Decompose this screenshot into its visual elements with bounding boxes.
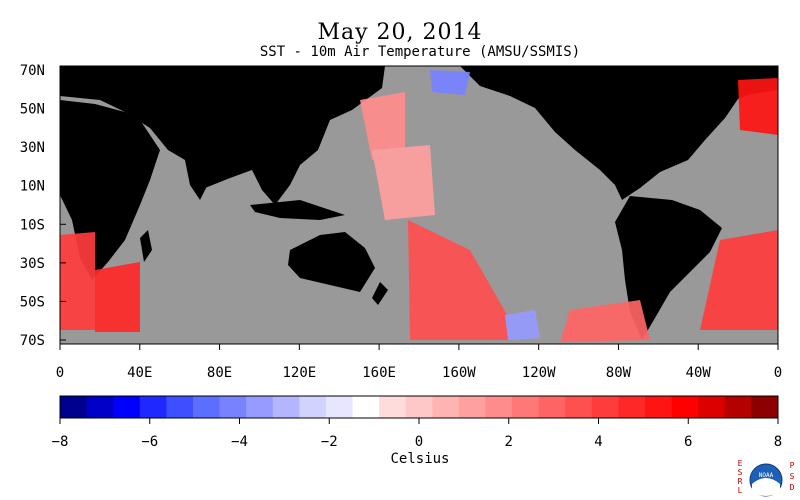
colorbar-tick-label: 6 <box>684 434 692 450</box>
lat-label: 30N <box>20 140 45 156</box>
colorbar-segment <box>86 396 114 418</box>
land-indonesia <box>250 200 345 220</box>
lat-label: 50S <box>20 294 45 310</box>
lon-label: 80W <box>606 365 632 381</box>
lon-label: 0 <box>56 365 64 381</box>
colorbar-segment <box>724 396 752 418</box>
colorbar-segment <box>618 396 646 418</box>
lon-label: 120W <box>522 365 556 381</box>
colorbar-tick-label: 2 <box>505 434 513 450</box>
colorbar-segment <box>246 396 274 418</box>
swath-mid-pacific <box>408 220 510 340</box>
lon-label: 160E <box>362 365 396 381</box>
land-nz <box>372 282 388 305</box>
lat-label: 10N <box>20 179 45 195</box>
logo-letter: S <box>738 468 743 477</box>
colorbar-segment <box>458 396 486 418</box>
colorbar-segment <box>272 396 300 418</box>
map-border <box>59 65 779 345</box>
colorbar-tick-label: −2 <box>321 434 338 450</box>
colorbar-segment <box>192 396 221 418</box>
swath-cold-south <box>505 310 540 340</box>
colorbar-segment <box>219 396 247 418</box>
colorbar-tick-label: −8 <box>52 434 69 450</box>
swath-s-indian <box>95 262 140 332</box>
lon-label: 0 <box>774 365 782 381</box>
land-madagascar <box>140 230 152 262</box>
lon-label: 40E <box>127 365 152 381</box>
colorbar-segment <box>485 396 513 418</box>
swath-n-atlantic <box>738 78 778 135</box>
colorbar-segment <box>166 396 194 418</box>
logo-right-letters: PSD <box>790 461 795 492</box>
colorbar-segment <box>432 396 460 418</box>
anomaly-swaths <box>60 70 778 342</box>
logo-letter: L <box>738 486 743 495</box>
lon-label: 120E <box>282 365 316 381</box>
colorbar-segment <box>565 396 593 418</box>
lon-label: 80E <box>207 365 232 381</box>
colorbar-tick-label: −4 <box>231 434 248 450</box>
swath-n-pacific <box>360 92 405 160</box>
colorbar-tick-label: 0 <box>415 434 423 450</box>
land-australia <box>288 232 375 292</box>
colorbar-segment <box>512 396 540 418</box>
lon-label: 160W <box>442 365 476 381</box>
colorbar-segment <box>591 396 619 418</box>
colorbar-segment <box>751 396 779 418</box>
land-eurasia <box>60 66 385 205</box>
land-north-america <box>460 66 778 200</box>
colorbar-segment <box>60 396 88 418</box>
colorbar-segment <box>325 396 354 418</box>
latitude-axis: 70N 50N 30N 10N 10S 30S 50S 70S <box>20 63 66 349</box>
lat-label: 10S <box>20 217 45 233</box>
swath-s-atlantic-east <box>700 230 778 330</box>
swath-se-pacific <box>560 300 650 342</box>
colorbar-segment <box>139 396 167 418</box>
noaa-emblem-text: NOAA <box>759 472 774 479</box>
lat-label: 30S <box>20 256 45 272</box>
land-india <box>185 160 210 200</box>
colorbar-segment <box>113 396 141 418</box>
colorbar-unit-label: Celsius <box>390 451 450 467</box>
swath-south-atlantic <box>60 232 95 330</box>
colorbar-tick-label: 4 <box>594 434 602 450</box>
colorbar-tick-label: −6 <box>141 434 158 450</box>
colorbar-segment <box>645 396 673 418</box>
logo-letter: P <box>790 461 795 470</box>
longitude-axis: 0 40E 80E 120E 160E 160W 120W 80W 40W 0 <box>56 344 782 381</box>
logo-letter: S <box>790 472 795 481</box>
lat-label: 50N <box>20 102 45 118</box>
land-south-america <box>615 196 722 340</box>
colorbar-segment <box>299 396 327 418</box>
map-subtitle: SST - 10m Air Temperature (AMSU/SSMIS) <box>259 44 581 60</box>
colorbar <box>59 395 779 419</box>
land-europe <box>60 66 140 98</box>
lat-label: 70S <box>20 333 45 349</box>
lon-label: 40W <box>686 365 712 381</box>
colorbar-segment <box>698 396 726 418</box>
swath-cold-pacific <box>430 70 470 95</box>
colorbar-segment <box>405 396 433 418</box>
colorbar-ticks: −8 −6 −4 −2 0 2 4 6 8 <box>52 418 782 450</box>
colorbar-segment <box>671 396 699 418</box>
logo-letter: R <box>738 477 743 486</box>
lat-label: 70N <box>20 63 45 79</box>
noaa-emblem-wave <box>752 478 780 496</box>
swath-n-pacific-strip <box>372 145 435 220</box>
colorbar-segment <box>538 396 566 418</box>
colorbar-segment <box>352 396 380 418</box>
colorbar-segment <box>379 396 407 418</box>
logo-letter: E <box>738 459 743 468</box>
land-masses <box>60 66 778 340</box>
logo-letter: D <box>790 483 795 492</box>
map-title: May 20, 2014 <box>317 20 483 45</box>
colorbar-tick-label: 8 <box>774 434 782 450</box>
